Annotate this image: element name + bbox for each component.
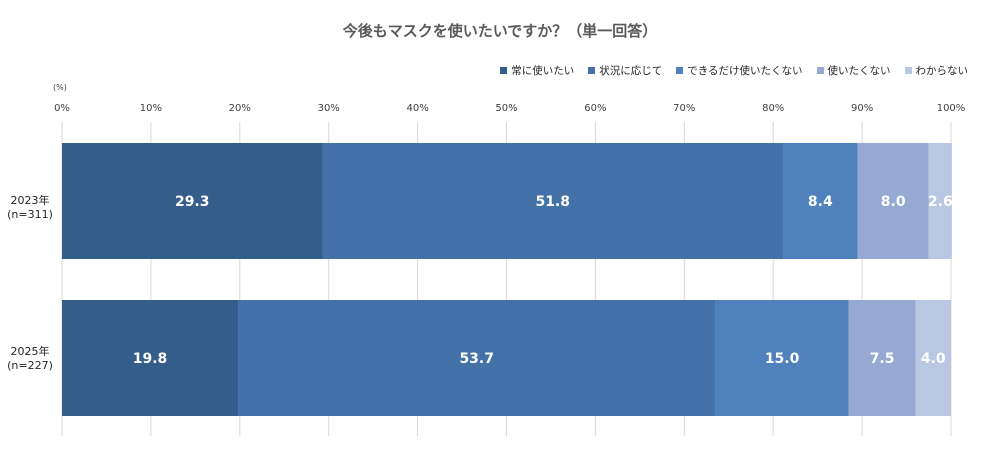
tick-label: 50% xyxy=(495,103,517,114)
legend-swatch xyxy=(816,67,824,74)
data-label: 15.0 xyxy=(765,351,800,367)
row-sample-size: (n=227) xyxy=(7,359,53,372)
tick-label: 60% xyxy=(584,103,606,114)
row-label-2023: 2023年 (n=311) xyxy=(0,194,60,222)
legend-swatch xyxy=(904,67,912,74)
bar-segment xyxy=(915,300,951,416)
unit-label: (%) xyxy=(53,83,67,92)
legend-label: 常に使いたい xyxy=(511,65,575,77)
tick-label: 0% xyxy=(54,103,70,114)
tick-label: 90% xyxy=(851,103,873,114)
legend-label: わからない xyxy=(915,65,969,77)
chart-title: 今後もマスクを使いたいですか？（単一回答） xyxy=(342,22,658,40)
tick-label: 30% xyxy=(318,103,340,114)
row-sample-size: (n=311) xyxy=(7,208,53,221)
bar-segment xyxy=(928,143,952,259)
legend-item-always: 常に使いたい xyxy=(500,63,574,78)
bar-segment xyxy=(857,143,929,259)
legend-swatch xyxy=(588,67,596,74)
legend-swatch xyxy=(500,67,508,74)
data-label: 8.0 xyxy=(881,194,906,210)
tick-label: 70% xyxy=(673,103,695,114)
data-label: 51.8 xyxy=(535,194,570,210)
data-label: 7.5 xyxy=(870,351,895,367)
data-label: 53.7 xyxy=(459,351,494,367)
row-year: 2023年 xyxy=(10,194,50,207)
bar-segment xyxy=(715,300,849,416)
tick-label: 100% xyxy=(937,103,966,114)
tick-label: 80% xyxy=(762,103,784,114)
data-label: 19.8 xyxy=(133,351,168,367)
bar-segment xyxy=(322,143,783,259)
legend-label: できるだけ使いたくない xyxy=(687,65,803,77)
legend-item-dont-want: 使いたくない xyxy=(816,63,891,78)
data-label: 8.4 xyxy=(808,194,833,210)
legend-item-prefer-not: できるだけ使いたくない xyxy=(676,63,803,78)
legend-label: 状況に応じて xyxy=(599,65,663,77)
tick-label: 40% xyxy=(406,103,428,114)
legend-swatch xyxy=(676,67,684,74)
data-label: 29.3 xyxy=(175,194,210,210)
tick-label: 10% xyxy=(140,103,162,114)
bar-segment xyxy=(62,143,323,259)
bar-segment xyxy=(238,300,716,416)
legend-item-unknown: わからない xyxy=(904,63,969,78)
row-label-2025: 2025年 (n=227) xyxy=(0,345,60,373)
bar-segment xyxy=(782,143,858,259)
data-label: 2.6 xyxy=(928,194,953,210)
legend-label: 使いたくない xyxy=(827,65,891,77)
bar-segment xyxy=(848,300,916,416)
data-label: 4.0 xyxy=(921,351,946,367)
legend-item-depends: 状況に応じて xyxy=(588,63,662,78)
row-year: 2025年 xyxy=(10,345,50,358)
legend: 常に使いたい 状況に応じて できるだけ使いたくない 使いたくない わからない xyxy=(500,63,968,78)
bar-segment xyxy=(62,300,239,416)
tick-label: 20% xyxy=(229,103,251,114)
